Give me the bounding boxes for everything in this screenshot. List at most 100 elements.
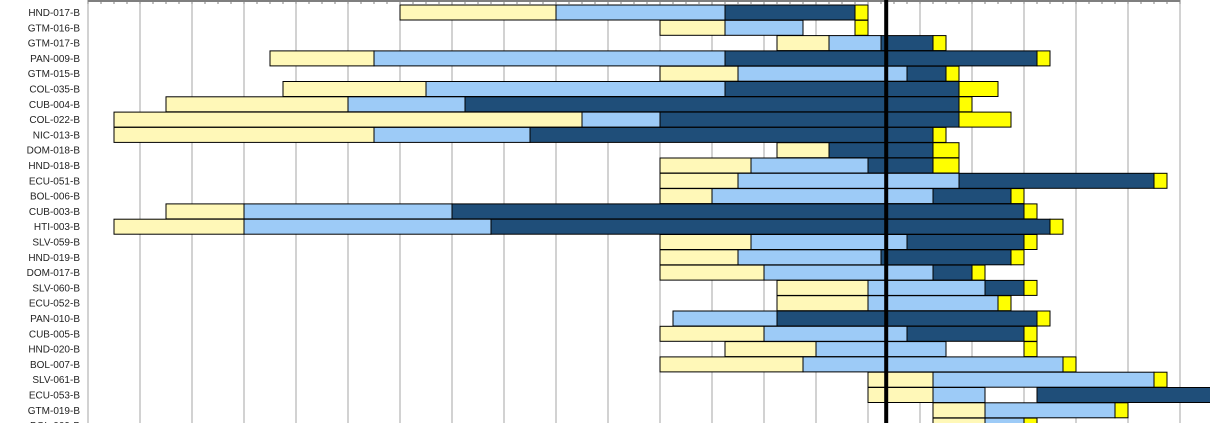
bar-segment bbox=[1010, 188, 1025, 205]
bar-segment bbox=[659, 172, 739, 189]
bar-segment bbox=[1114, 402, 1129, 419]
bar-segment bbox=[672, 310, 778, 327]
bar-segment bbox=[854, 4, 869, 21]
category-label: GTM-015-B bbox=[28, 69, 81, 80]
bar-segment bbox=[165, 203, 245, 220]
bar-segment bbox=[945, 65, 960, 82]
bar-segment bbox=[932, 188, 1012, 205]
bar-segment bbox=[1010, 249, 1025, 266]
chart-category-labels: HND-017-B GTM-016-B GTM-017-B PAN-009-B GTM-… bbox=[27, 8, 81, 423]
category-label: SLV-061-B bbox=[32, 375, 80, 386]
bar-segment bbox=[425, 81, 726, 97]
bar-segment bbox=[997, 295, 1012, 312]
category-label: ECU-051-B bbox=[29, 176, 80, 187]
bar-segment bbox=[1023, 203, 1038, 220]
bar-segment bbox=[1023, 341, 1038, 358]
bar-segment bbox=[776, 142, 830, 159]
bar-segment bbox=[984, 402, 1116, 419]
bar-segment bbox=[373, 50, 726, 67]
bar-segment bbox=[776, 279, 869, 296]
bar-segment bbox=[269, 50, 375, 67]
bar-segment bbox=[1049, 218, 1064, 235]
bar-segment bbox=[724, 19, 804, 36]
bar-segment bbox=[906, 234, 1025, 250]
bar-segment bbox=[828, 35, 882, 52]
bar-segment bbox=[971, 264, 986, 281]
bar-segment bbox=[776, 35, 830, 52]
category-label: BOL-009-B bbox=[30, 421, 80, 423]
bar-segment bbox=[932, 157, 960, 174]
bar-segment bbox=[906, 325, 1025, 342]
bar-segment bbox=[750, 234, 908, 250]
bar-segment bbox=[659, 325, 765, 342]
bar-segment bbox=[113, 111, 583, 128]
bar-segment bbox=[958, 96, 973, 113]
bar-segment bbox=[867, 387, 934, 403]
bar-segment bbox=[815, 341, 947, 358]
bar-segment bbox=[932, 142, 960, 159]
bar-segment bbox=[1023, 325, 1038, 342]
bar-segment bbox=[932, 35, 947, 52]
bar-segment bbox=[1036, 387, 1210, 403]
bar-segment bbox=[581, 111, 661, 128]
bar-segment bbox=[659, 19, 726, 36]
bar-segment bbox=[113, 218, 245, 235]
category-label: SLV-060-B bbox=[32, 283, 80, 294]
bar-segment bbox=[932, 417, 986, 423]
bar-segment bbox=[529, 126, 934, 143]
bar-segment bbox=[1036, 310, 1051, 327]
bar-segment bbox=[958, 111, 1012, 128]
bar-segment bbox=[1062, 356, 1077, 373]
category-label: DOM-017-B bbox=[27, 268, 81, 279]
bar-segment bbox=[373, 126, 531, 143]
bar-segment bbox=[932, 264, 973, 281]
bar-segment bbox=[906, 65, 947, 82]
bar-segment bbox=[555, 4, 726, 21]
bar-segment bbox=[958, 81, 999, 97]
bar-segment bbox=[802, 356, 1064, 373]
bar-segment bbox=[243, 203, 453, 220]
bar-segment bbox=[776, 295, 869, 312]
bar-segment bbox=[282, 81, 427, 97]
bar-segment bbox=[659, 264, 765, 281]
category-label: HND-020-B bbox=[28, 345, 80, 356]
category-label: GTM-016-B bbox=[28, 23, 81, 34]
bar-segment bbox=[750, 157, 869, 174]
category-label: ECU-052-B bbox=[29, 299, 80, 310]
category-label: ECU-053-B bbox=[29, 391, 80, 402]
bar-segment bbox=[113, 126, 375, 143]
bar-segment bbox=[659, 249, 739, 266]
bar-segment bbox=[737, 249, 882, 266]
bar-segment bbox=[1036, 50, 1051, 67]
bar-segment bbox=[490, 218, 1051, 235]
category-label: HND-018-B bbox=[28, 161, 80, 172]
bar-segment bbox=[932, 387, 986, 403]
bar-segment bbox=[1023, 234, 1038, 250]
bar-segment bbox=[711, 188, 934, 205]
bar-segment bbox=[932, 402, 986, 419]
bar-segment bbox=[451, 203, 1025, 220]
bar-segment bbox=[399, 4, 557, 21]
bar-segment bbox=[737, 65, 908, 82]
bar-segment bbox=[867, 157, 934, 174]
category-label: PAN-010-B bbox=[30, 314, 80, 325]
bar-segment bbox=[724, 4, 856, 21]
bar-segment bbox=[1153, 371, 1168, 388]
bar-segment bbox=[659, 234, 752, 250]
bar-segment bbox=[958, 172, 1155, 189]
bar-segment bbox=[1023, 417, 1038, 423]
category-label: CUB-005-B bbox=[29, 329, 80, 340]
category-label: HTI-003-B bbox=[34, 222, 80, 233]
bar-segment bbox=[984, 279, 1025, 296]
bar-segment bbox=[867, 371, 934, 388]
bar-segment bbox=[932, 371, 1155, 388]
bar-segment bbox=[659, 188, 713, 205]
bar-segment bbox=[659, 65, 739, 82]
category-label: BOL-007-B bbox=[30, 360, 80, 371]
category-label: SLV-059-B bbox=[32, 238, 80, 249]
bar-segment bbox=[763, 264, 934, 281]
bar-segment bbox=[659, 111, 960, 128]
category-label: DOM-018-B bbox=[27, 146, 81, 157]
bar-segment bbox=[724, 341, 817, 358]
